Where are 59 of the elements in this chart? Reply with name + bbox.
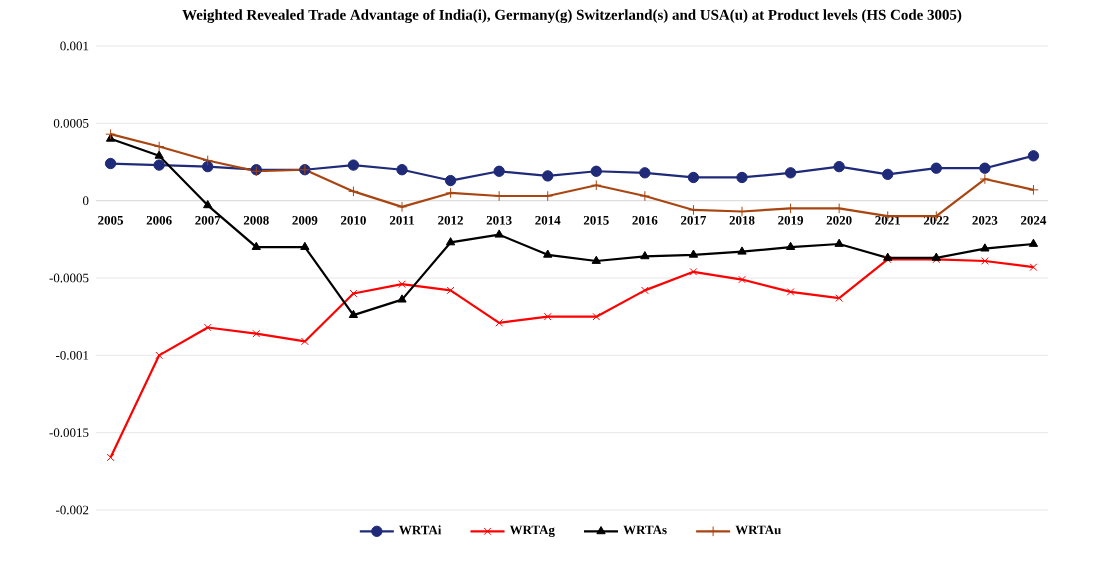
point	[834, 238, 844, 247]
point	[153, 159, 165, 171]
point	[590, 165, 602, 177]
point	[153, 141, 165, 152]
point	[784, 167, 797, 179]
point	[252, 329, 261, 338]
point	[155, 351, 164, 360]
point	[930, 162, 942, 174]
point	[396, 164, 408, 176]
point	[688, 249, 699, 258]
point	[639, 167, 651, 179]
point	[347, 159, 360, 171]
point	[835, 294, 844, 302]
point	[494, 229, 504, 238]
point	[348, 309, 359, 319]
point	[689, 267, 698, 276]
point	[1028, 238, 1039, 247]
point	[493, 165, 505, 177]
point	[203, 323, 212, 332]
point	[738, 275, 746, 284]
point	[785, 241, 796, 250]
point	[398, 280, 406, 289]
point	[349, 289, 358, 298]
point	[882, 168, 894, 181]
point	[348, 186, 359, 197]
point	[300, 337, 309, 346]
point	[202, 160, 214, 173]
point	[1027, 150, 1040, 162]
point	[202, 155, 213, 166]
point	[833, 160, 845, 173]
point	[397, 294, 407, 303]
point	[639, 190, 651, 202]
point	[104, 157, 117, 170]
point	[786, 288, 795, 296]
point	[543, 312, 552, 321]
point	[300, 241, 310, 250]
point	[251, 241, 261, 250]
point	[640, 286, 649, 295]
point	[591, 255, 601, 264]
point	[495, 318, 504, 327]
point	[785, 203, 796, 214]
point	[592, 312, 601, 321]
point	[444, 174, 457, 187]
point	[543, 249, 553, 258]
point	[737, 246, 747, 255]
point	[446, 286, 455, 295]
point	[591, 179, 602, 191]
point	[687, 171, 700, 184]
point	[396, 201, 408, 213]
point	[542, 170, 554, 182]
point	[979, 162, 991, 174]
point	[445, 237, 456, 246]
point	[154, 150, 164, 159]
point	[979, 173, 991, 185]
point	[980, 257, 989, 265]
point	[203, 200, 213, 209]
point	[640, 251, 650, 260]
point	[980, 243, 990, 252]
point	[736, 171, 748, 184]
